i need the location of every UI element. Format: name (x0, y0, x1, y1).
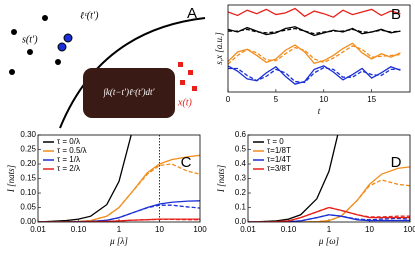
x-tick-label: 100 (193, 225, 207, 234)
kernel-box (83, 68, 175, 118)
output-molecule (178, 62, 183, 67)
y-axis-label: s,x [a.u.] (214, 32, 224, 65)
legend-label: τ = 2/λ (57, 164, 80, 173)
series-line (228, 66, 401, 84)
y-axis-label: I [nats] (216, 164, 226, 193)
y-tick-label: 0.25 (20, 145, 36, 154)
panel-a: A s(t′) ℓᶜ(t′) ∫k(t−t′)ℓᶜ(t′)dt′ x(t) (9, 5, 206, 129)
legend-label: τ=3/8T (267, 164, 291, 173)
membrane (59, 17, 206, 129)
series-line (248, 135, 339, 222)
x-tick-label: 0.01 (30, 225, 46, 234)
series-line (38, 135, 132, 222)
series-line (248, 166, 410, 222)
bound-receptor (63, 33, 73, 43)
series-line (228, 27, 401, 35)
x-tick-label: 1 (327, 225, 332, 234)
y-tick-label: 0.3 (235, 174, 247, 183)
panel-label: D (391, 154, 402, 171)
legend-label: τ = 1/λ (57, 155, 80, 164)
plot-frame (227, 4, 411, 93)
x-tick-label: 10 (319, 95, 328, 104)
plot-frame (37, 134, 201, 223)
formula: ∫k(t−t′)ℓᶜ(t′)dt′ (102, 87, 155, 98)
y-tick-label: 0.6 (235, 130, 247, 139)
series-line (38, 163, 200, 222)
output-molecule (188, 70, 193, 75)
x-tick-label: 0 (226, 95, 231, 104)
y-tick-label: 0.1 (235, 203, 247, 212)
molecule (27, 49, 33, 55)
output-label: x(t) (177, 97, 193, 108)
y-tick-label: 0.5 (235, 145, 247, 154)
y-tick-label: 0.2 (235, 188, 247, 197)
panel-label: B (391, 6, 401, 23)
y-tick-label: 0.15 (20, 174, 36, 183)
legend-label: τ=1/8T (267, 146, 291, 155)
molecule (55, 59, 61, 65)
x-tick-label: 0.01 (240, 225, 256, 234)
series-line (38, 218, 200, 222)
series-line (228, 7, 401, 18)
series-line (228, 42, 401, 65)
x-tick-label: 100 (403, 225, 415, 234)
legend-label: τ=1/4T (267, 155, 291, 164)
legend-label: τ = 0 (267, 137, 284, 146)
signal-label: s(t′) (22, 34, 38, 45)
molecule (42, 15, 48, 21)
y-tick-label: 0.05 (20, 203, 36, 212)
y-tick-label: 0.00 (20, 217, 36, 226)
plot-area (248, 135, 410, 222)
x-tick-label: 0.10 (281, 225, 297, 234)
legend-label: τ = 0/λ (57, 137, 80, 146)
plot-frame (247, 134, 411, 223)
x-axis-label: μ [λ] (109, 236, 128, 246)
bound-receptor (57, 42, 67, 52)
x-tick-label: 15 (367, 95, 376, 104)
x-axis-label: t (318, 106, 321, 116)
y-tick-label: 0.10 (20, 188, 36, 197)
output-molecule (192, 86, 197, 91)
series-line (38, 204, 200, 222)
y-tick-label: 0.20 (20, 159, 36, 168)
panel-label: A (187, 5, 197, 22)
series-line (248, 214, 410, 222)
y-tick-label: 0.30 (20, 130, 36, 139)
x-tick-label: 0.10 (71, 225, 87, 234)
ligand-label: ℓᶜ(t′) (80, 10, 99, 21)
x-tick-label: 10 (155, 225, 164, 234)
output-molecule (180, 80, 185, 85)
series-line (248, 179, 410, 222)
molecule (11, 29, 17, 35)
x-tick-label: 10 (365, 225, 374, 234)
x-axis-label: μ [ω] (318, 236, 340, 246)
molecule (9, 69, 15, 75)
y-tick-label: 0.0 (235, 217, 247, 226)
x-tick-label: 5 (274, 95, 279, 104)
x-tick-label: 1 (117, 225, 122, 234)
y-tick-label: 0.4 (235, 159, 247, 168)
y-axis-label: I [nats] (6, 164, 16, 193)
series-line (228, 45, 401, 65)
legend-label: τ = 0.5/λ (57, 146, 87, 155)
panel-label: C (181, 154, 192, 171)
plot-area (228, 7, 401, 85)
plot-area (38, 135, 200, 222)
